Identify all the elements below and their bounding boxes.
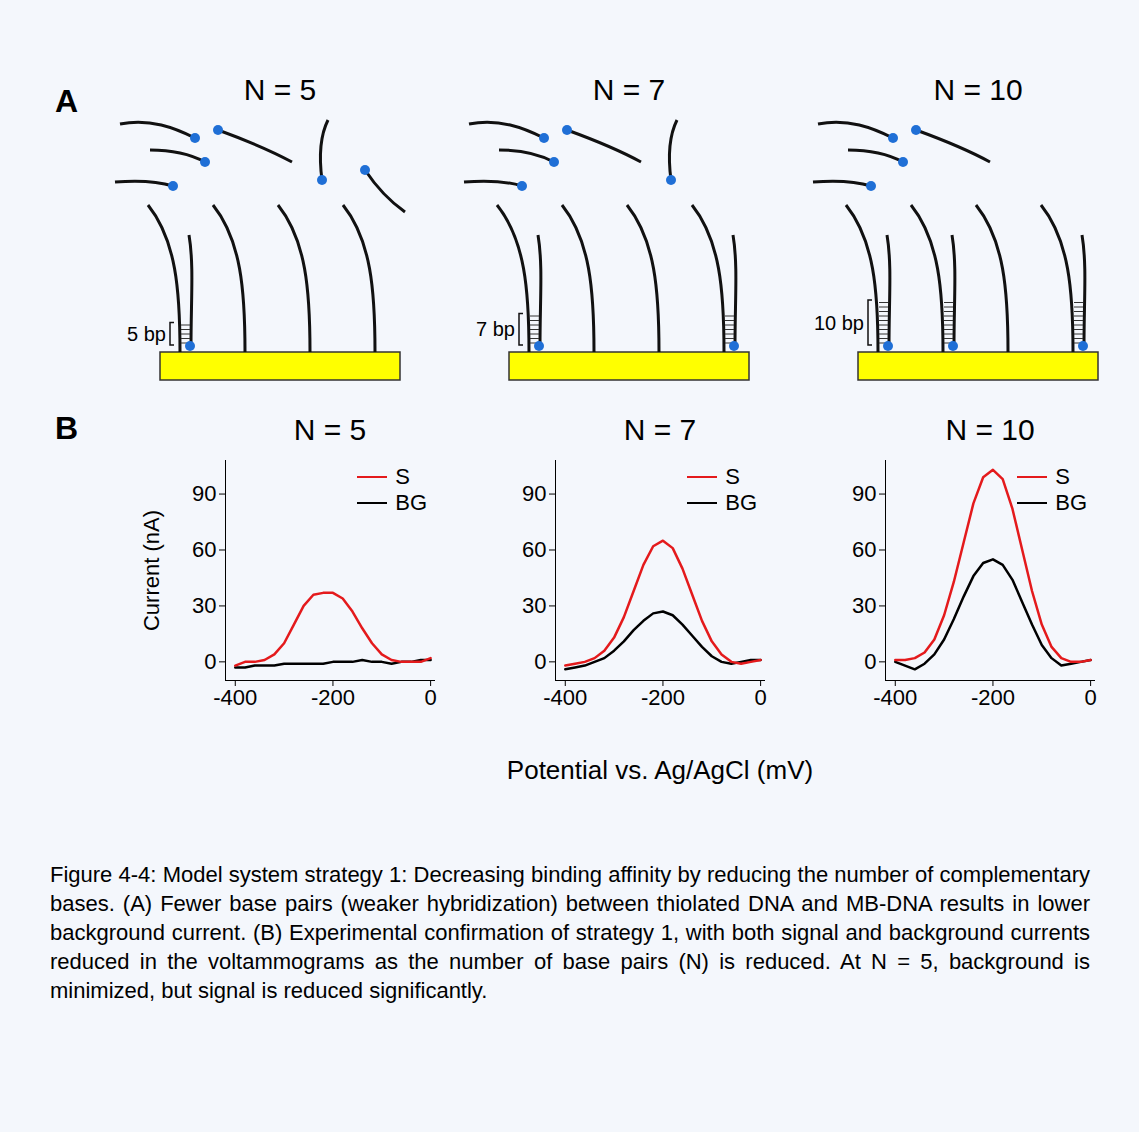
html-text:N = 10: N = 10	[945, 413, 1035, 446]
svg-text:7 bp: 7 bp	[476, 318, 515, 340]
svg-text:90: 90	[522, 481, 546, 506]
svg-text:A: A	[55, 83, 78, 119]
html-text:BG: BG	[395, 490, 427, 515]
svg-text:0: 0	[1084, 685, 1096, 710]
html-text:N = 5: N = 5	[293, 413, 367, 446]
svg-text:60: 60	[522, 537, 546, 562]
svg-text:0: 0	[754, 685, 766, 710]
svg-text:90: 90	[192, 481, 216, 506]
svg-text:60: 60	[852, 537, 876, 562]
svg-text:90: 90	[852, 481, 876, 506]
html-text:S: S	[725, 464, 740, 489]
html-text:BG: BG	[1055, 490, 1087, 515]
svg-text:-200: -200	[641, 685, 685, 710]
html-text:Figure 4-4: Model system strat: Figure 4-4: Model system strategy 1: Dec…	[50, 862, 1090, 1003]
svg-text:30: 30	[522, 593, 546, 618]
html-text:Potential vs. Ag/AgCl (mV): Potential vs. Ag/AgCl (mV)	[506, 755, 814, 785]
html-text:S: S	[395, 464, 410, 489]
html-text:N = 7: N = 7	[623, 413, 697, 446]
svg-text:N = 10: N = 10	[933, 73, 1022, 106]
svg-text:30: 30	[192, 593, 216, 618]
svg-text:0: 0	[424, 685, 436, 710]
svg-text:N = 7: N = 7	[593, 73, 666, 106]
html-text:BG: BG	[725, 490, 757, 515]
svg-text:-200: -200	[311, 685, 355, 710]
svg-text:30: 30	[852, 593, 876, 618]
svg-text:-400: -400	[543, 685, 587, 710]
svg-text:N = 5: N = 5	[244, 73, 317, 106]
svg-text:Current (nA): Current (nA)	[139, 510, 164, 631]
svg-text:0: 0	[534, 649, 546, 674]
svg-text:-200: -200	[971, 685, 1015, 710]
svg-text:-400: -400	[213, 685, 257, 710]
svg-text:60: 60	[192, 537, 216, 562]
html-text:S: S	[1055, 464, 1070, 489]
html-text:B: B	[55, 410, 79, 446]
svg-text:0: 0	[204, 649, 216, 674]
svg-text:5 bp: 5 bp	[127, 323, 166, 345]
svg-text:-400: -400	[873, 685, 917, 710]
svg-text:0: 0	[864, 649, 876, 674]
svg-text:10 bp: 10 bp	[814, 312, 864, 334]
